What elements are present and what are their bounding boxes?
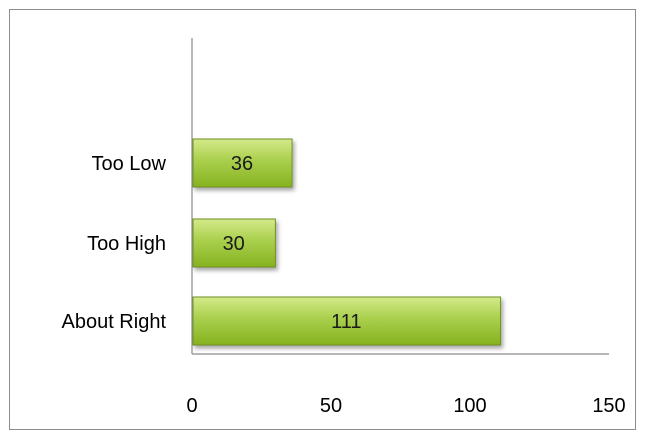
x-axis-ticks: 0 50 100 150 — [186, 395, 625, 417]
category-label-too-high: Too High — [87, 233, 166, 255]
category-labels: About Right Too High Too Low — [61, 153, 166, 333]
bar-too-low — [192, 138, 293, 188]
category-label-too-low: Too Low — [92, 153, 167, 175]
data-label-too-low: 36 — [231, 153, 253, 175]
chart-frame — [9, 9, 636, 430]
data-label-too-high: 30 — [223, 233, 245, 255]
bar-about-right — [192, 296, 502, 346]
x-tick-label-150: 150 — [592, 395, 625, 417]
category-label-about-right: About Right — [61, 311, 166, 333]
x-tick-label-50: 50 — [320, 395, 342, 417]
x-tick-label-100: 100 — [453, 395, 486, 417]
data-label-about-right: 111 — [331, 311, 361, 333]
bars-group: 111 30 36 — [192, 138, 502, 346]
bar-too-high — [192, 218, 276, 268]
x-tick-label-0: 0 — [186, 395, 197, 417]
